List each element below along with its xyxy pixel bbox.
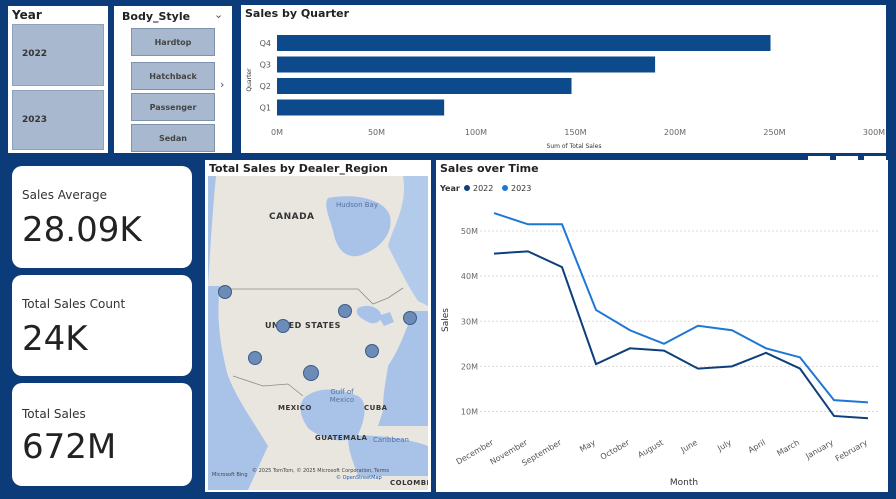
x-tick-label: October	[599, 438, 632, 462]
year-option-2022[interactable]: 2022	[12, 24, 104, 86]
year-slicer-title: Year	[12, 8, 42, 22]
bar-q3	[277, 56, 656, 73]
line-chart-title: Sales over Time	[440, 162, 539, 175]
kpi-value: 672M	[22, 427, 117, 467]
kpi-value: 28.09K	[22, 210, 142, 250]
x-tick-label: 250M	[763, 128, 785, 137]
sales-over-time-chart: Sales over Time 10M 20M 30M 40M 50M Year 2022 2…	[436, 160, 888, 492]
legend-marker	[502, 185, 508, 191]
bar-category-label: Q3	[260, 61, 271, 70]
year-option-2023[interactable]: 2023	[12, 90, 104, 150]
map-label-gulf: Gulf of Mexico	[329, 388, 355, 404]
x-tick-label: June	[679, 438, 700, 455]
map-label-united-states: UNITED STATES	[265, 321, 341, 330]
map-bubble-great-lakes[interactable]	[338, 304, 352, 318]
x-tick-label: May	[578, 438, 597, 454]
legend-title: Year	[439, 184, 460, 193]
map-label-guatemala: GUATEMALA	[315, 434, 368, 442]
x-tick-label: August	[636, 438, 665, 460]
kpi-label: Sales Average	[22, 188, 108, 202]
year-option-label: 2023	[22, 115, 48, 125]
bar-category-label: Q4	[260, 39, 271, 48]
bar-category-label: Q2	[260, 82, 271, 91]
series-line-2022	[493, 250, 869, 420]
bar-q2	[277, 78, 572, 94]
map-background	[208, 176, 428, 490]
map-label-mexico: MEXICO	[278, 404, 312, 412]
bar-q1	[277, 99, 445, 116]
y-tick-label: 20M	[461, 362, 478, 371]
y-tick-label: 50M	[461, 227, 478, 236]
y-axis-label: Sales	[441, 308, 451, 332]
map-attribution: © 2025 TomTom, © 2025 Microsoft Corporat…	[252, 468, 390, 474]
y-tick-label: 10M	[461, 407, 478, 416]
map-label-cuba: CUBA	[364, 404, 388, 412]
body-style-slicer-title: Body_Style	[122, 10, 191, 23]
map-title: Total Sales by Dealer_Region	[209, 162, 388, 175]
kpi-card-total-sales: Total Sales 672M	[12, 383, 192, 486]
dealer-region-map: Total Sales by Dealer_Region CANADA Huds…	[205, 160, 431, 492]
x-tick-label: 300M	[863, 128, 885, 137]
map-bubble-south-central[interactable]	[303, 365, 319, 381]
kpi-label: Total Sales Count	[22, 297, 126, 311]
map-canvas[interactable]: CANADA Hudson Bay UNITED STATES MEXICO G…	[208, 176, 428, 490]
x-tick-label: 150M	[564, 128, 586, 137]
y-axis-label: Quarter	[246, 68, 253, 92]
x-tick-label: 100M	[465, 128, 487, 137]
kpi-value: 24K	[22, 319, 88, 359]
map-osm-attribution[interactable]: © OpenStreetMap	[336, 475, 382, 481]
bar-chart-title: Sales by Quarter	[245, 7, 350, 20]
map-bubble-southwest[interactable]	[248, 351, 262, 365]
kpi-label: Total Sales	[22, 407, 86, 421]
x-tick-label: July	[715, 438, 733, 454]
legend-marker	[464, 185, 470, 191]
map-bubble-northwest[interactable]	[218, 285, 232, 299]
map-bubble-northeast[interactable]	[403, 311, 417, 325]
x-tick-label: April	[747, 438, 767, 455]
body-style-option-hatchback[interactable]: Hatchback	[131, 62, 215, 90]
kpi-card-total-sales-count: Total Sales Count 24K	[12, 275, 192, 376]
bar-chart-svg: Q4 Q3 Q2 Q1 0M 50M 100M 150M 200M 250M 300M Sum of …	[246, 35, 885, 150]
body-style-option-sedan[interactable]: Sedan	[131, 124, 215, 152]
series-line-2023	[493, 212, 869, 404]
x-tick-label: February	[834, 438, 869, 464]
y-tick-label: 30M	[461, 317, 478, 326]
chevron-down-icon[interactable]: ⌄	[214, 8, 224, 21]
body-style-option-label: Hardtop	[154, 37, 192, 47]
x-tick-label: 50M	[368, 128, 385, 137]
body-style-slicer: Body_Style ⌄ Hardtop Hatchback Passenger…	[114, 6, 232, 153]
chevron-right-icon[interactable]: ›	[220, 78, 225, 91]
bar-q4	[277, 35, 771, 51]
body-style-option-hardtop[interactable]: Hardtop	[131, 28, 215, 56]
body-style-option-label: Passenger	[149, 102, 197, 112]
body-style-option-label: Sedan	[158, 133, 187, 143]
map-label-hudson-bay: Hudson Bay	[336, 201, 378, 209]
bing-logo: Microsoft Bing	[212, 472, 248, 478]
bar-category-label: Q1	[260, 104, 271, 113]
x-tick-label: 0M	[271, 128, 283, 137]
body-style-option-label: Hatchback	[149, 71, 197, 81]
x-tick-label: March	[775, 438, 801, 458]
map-bubble-southeast[interactable]	[365, 344, 379, 358]
x-tick-label: 200M	[664, 128, 686, 137]
map-label-canada: CANADA	[269, 212, 315, 222]
x-axis-label: Sum of Total Sales	[547, 143, 602, 150]
y-tick-label: 40M	[461, 272, 478, 281]
map-label-caribbean: Caribbean	[373, 436, 409, 444]
legend-label: 2023	[511, 184, 531, 193]
map-label-colombia: COLOMBI	[390, 479, 428, 487]
x-tick-label: January	[803, 438, 835, 462]
x-axis-label: Month	[670, 478, 698, 488]
map-bubble-central-north[interactable]	[276, 319, 290, 333]
legend-label: 2022	[473, 184, 493, 193]
kpi-card-sales-average: Sales Average 28.09K	[12, 166, 192, 268]
year-slicer: Year 2022 2023	[8, 6, 108, 153]
year-option-label: 2022	[22, 49, 48, 59]
body-style-option-passenger[interactable]: Passenger	[131, 93, 215, 121]
sales-by-quarter-chart: Sales by Quarter Q4 Q3 Q2 Q1 0M 50M 100M 150M 20…	[241, 5, 886, 153]
